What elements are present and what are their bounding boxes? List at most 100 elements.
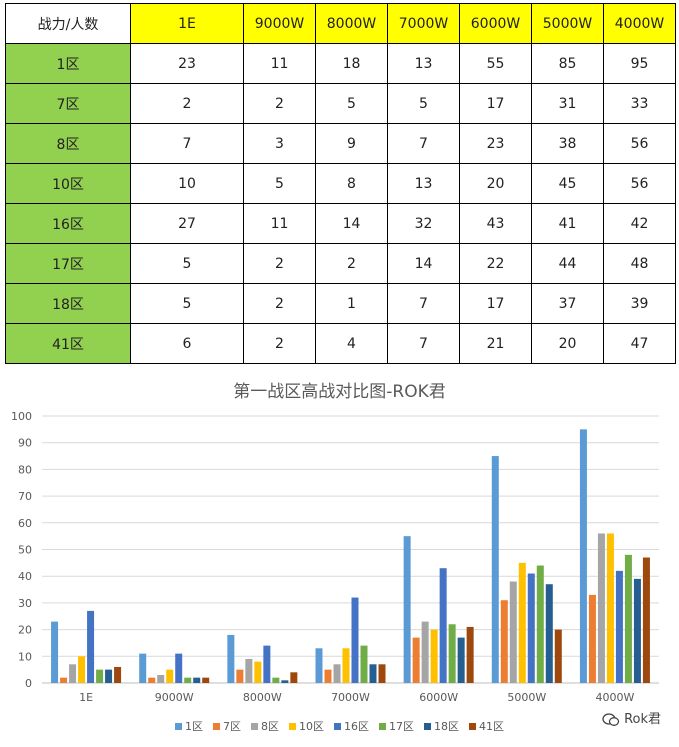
bar <box>554 629 562 683</box>
table-cell: 7 <box>387 283 460 324</box>
legend-swatch <box>213 723 220 730</box>
legend-item: 8区 <box>251 718 279 734</box>
bar <box>412 637 420 683</box>
table-cell: 5 <box>243 163 316 204</box>
bar <box>545 584 553 683</box>
legend-label: 41区 <box>479 720 504 733</box>
column-header: 5000W <box>531 3 604 44</box>
table-cell: 43 <box>459 203 532 244</box>
bar <box>184 677 192 683</box>
table-cell: 85 <box>531 43 604 84</box>
bar <box>448 624 456 683</box>
legend-swatch <box>251 723 258 730</box>
row-header: 18区 <box>5 283 131 324</box>
table-cell: 17 <box>459 83 532 124</box>
table-cell: 33 <box>603 83 676 124</box>
row-header: 10区 <box>5 163 131 204</box>
bar <box>236 669 244 683</box>
bar <box>615 570 623 683</box>
table-cell: 44 <box>531 243 604 284</box>
table-cell: 2 <box>243 283 316 324</box>
bar <box>245 658 253 683</box>
legend-label: 1区 <box>185 720 203 733</box>
bar <box>51 621 59 683</box>
table-cell: 11 <box>243 43 316 84</box>
row-header: 41区 <box>5 323 131 364</box>
table-cell: 7 <box>387 123 460 164</box>
column-header: 9000W <box>243 3 316 44</box>
table-cell: 95 <box>603 43 676 84</box>
legend-label: 10区 <box>299 720 324 733</box>
row-header: 17区 <box>5 243 131 284</box>
legend-label: 18区 <box>434 720 459 733</box>
table-row: 18区 5 2 1 7 17 37 39 <box>5 283 676 324</box>
bar <box>360 645 368 683</box>
table-cell: 2 <box>130 83 244 124</box>
bar <box>315 648 323 683</box>
x-tick-label: 6000W <box>419 691 458 704</box>
bar <box>148 677 156 683</box>
table-cell: 11 <box>243 203 316 244</box>
y-tick-label: 60 <box>18 517 32 530</box>
table-cell: 9 <box>315 123 388 164</box>
legend-item: 16区 <box>334 718 369 734</box>
table-row: 1区 23 11 18 13 55 85 95 <box>5 43 676 84</box>
legend-item: 18区 <box>424 718 459 734</box>
x-tick-label: 5000W <box>507 691 546 704</box>
x-tick-label: 7000W <box>331 691 370 704</box>
bar <box>193 677 201 683</box>
table-cell: 20 <box>531 323 604 364</box>
bar <box>606 533 614 683</box>
table-cell: 31 <box>531 83 604 124</box>
table-cell: 41 <box>531 203 604 244</box>
y-tick-label: 0 <box>25 677 32 690</box>
bar <box>227 634 235 683</box>
legend-item: 17区 <box>379 718 414 734</box>
corner-header: 战力/人数 <box>5 3 131 44</box>
bar <box>290 672 298 683</box>
table-row: 8区 7 3 9 7 23 38 56 <box>5 123 676 164</box>
table-cell: 32 <box>387 203 460 244</box>
table-cell: 5 <box>315 83 388 124</box>
table-cell: 21 <box>459 323 532 364</box>
legend-label: 16区 <box>344 720 369 733</box>
column-header: 1E <box>130 3 244 44</box>
bar <box>166 669 174 683</box>
bar <box>69 664 77 683</box>
row-header: 8区 <box>5 123 131 164</box>
column-header: 7000W <box>387 3 460 44</box>
row-header: 16区 <box>5 203 131 244</box>
data-table: 战力/人数 1E 9000W 8000W 7000W 6000W 5000W 4… <box>5 3 676 364</box>
bar-chart: 0 10 20 30 40 50 60 70 80 90 100 1E 9000W 8000W 7000W 6… <box>11 410 659 704</box>
x-tick-label: 1E <box>79 691 93 704</box>
column-header: 4000W <box>603 3 676 44</box>
chart-legend: 1区 7区 8区 10区 16区 17区 18区 41区 <box>0 718 679 734</box>
column-header: 6000W <box>459 3 532 44</box>
table-cell: 37 <box>531 283 604 324</box>
bar <box>500 600 508 683</box>
x-tick-label: 4000W <box>595 691 634 704</box>
table-cell: 39 <box>603 283 676 324</box>
bar <box>491 456 499 683</box>
bar <box>597 533 605 683</box>
table-cell: 22 <box>459 243 532 284</box>
table-cell: 17 <box>459 283 532 324</box>
bar <box>342 648 350 683</box>
watermark-text: Rok君 <box>624 712 661 727</box>
table-row: 10区 10 5 8 13 20 45 56 <box>5 163 676 204</box>
bar <box>114 666 122 683</box>
bar <box>105 669 113 683</box>
table-cell: 8 <box>315 163 388 204</box>
table-cell: 45 <box>531 163 604 204</box>
bar <box>202 677 210 683</box>
table-cell: 56 <box>603 163 676 204</box>
bar <box>351 597 359 683</box>
row-header: 7区 <box>5 83 131 124</box>
y-tick-label: 70 <box>18 490 32 503</box>
legend-item: 41区 <box>469 718 504 734</box>
bar <box>254 661 262 683</box>
legend-label: 7区 <box>223 720 241 733</box>
table-cell: 38 <box>531 123 604 164</box>
table-cell: 2 <box>243 243 316 284</box>
bar <box>263 645 271 683</box>
